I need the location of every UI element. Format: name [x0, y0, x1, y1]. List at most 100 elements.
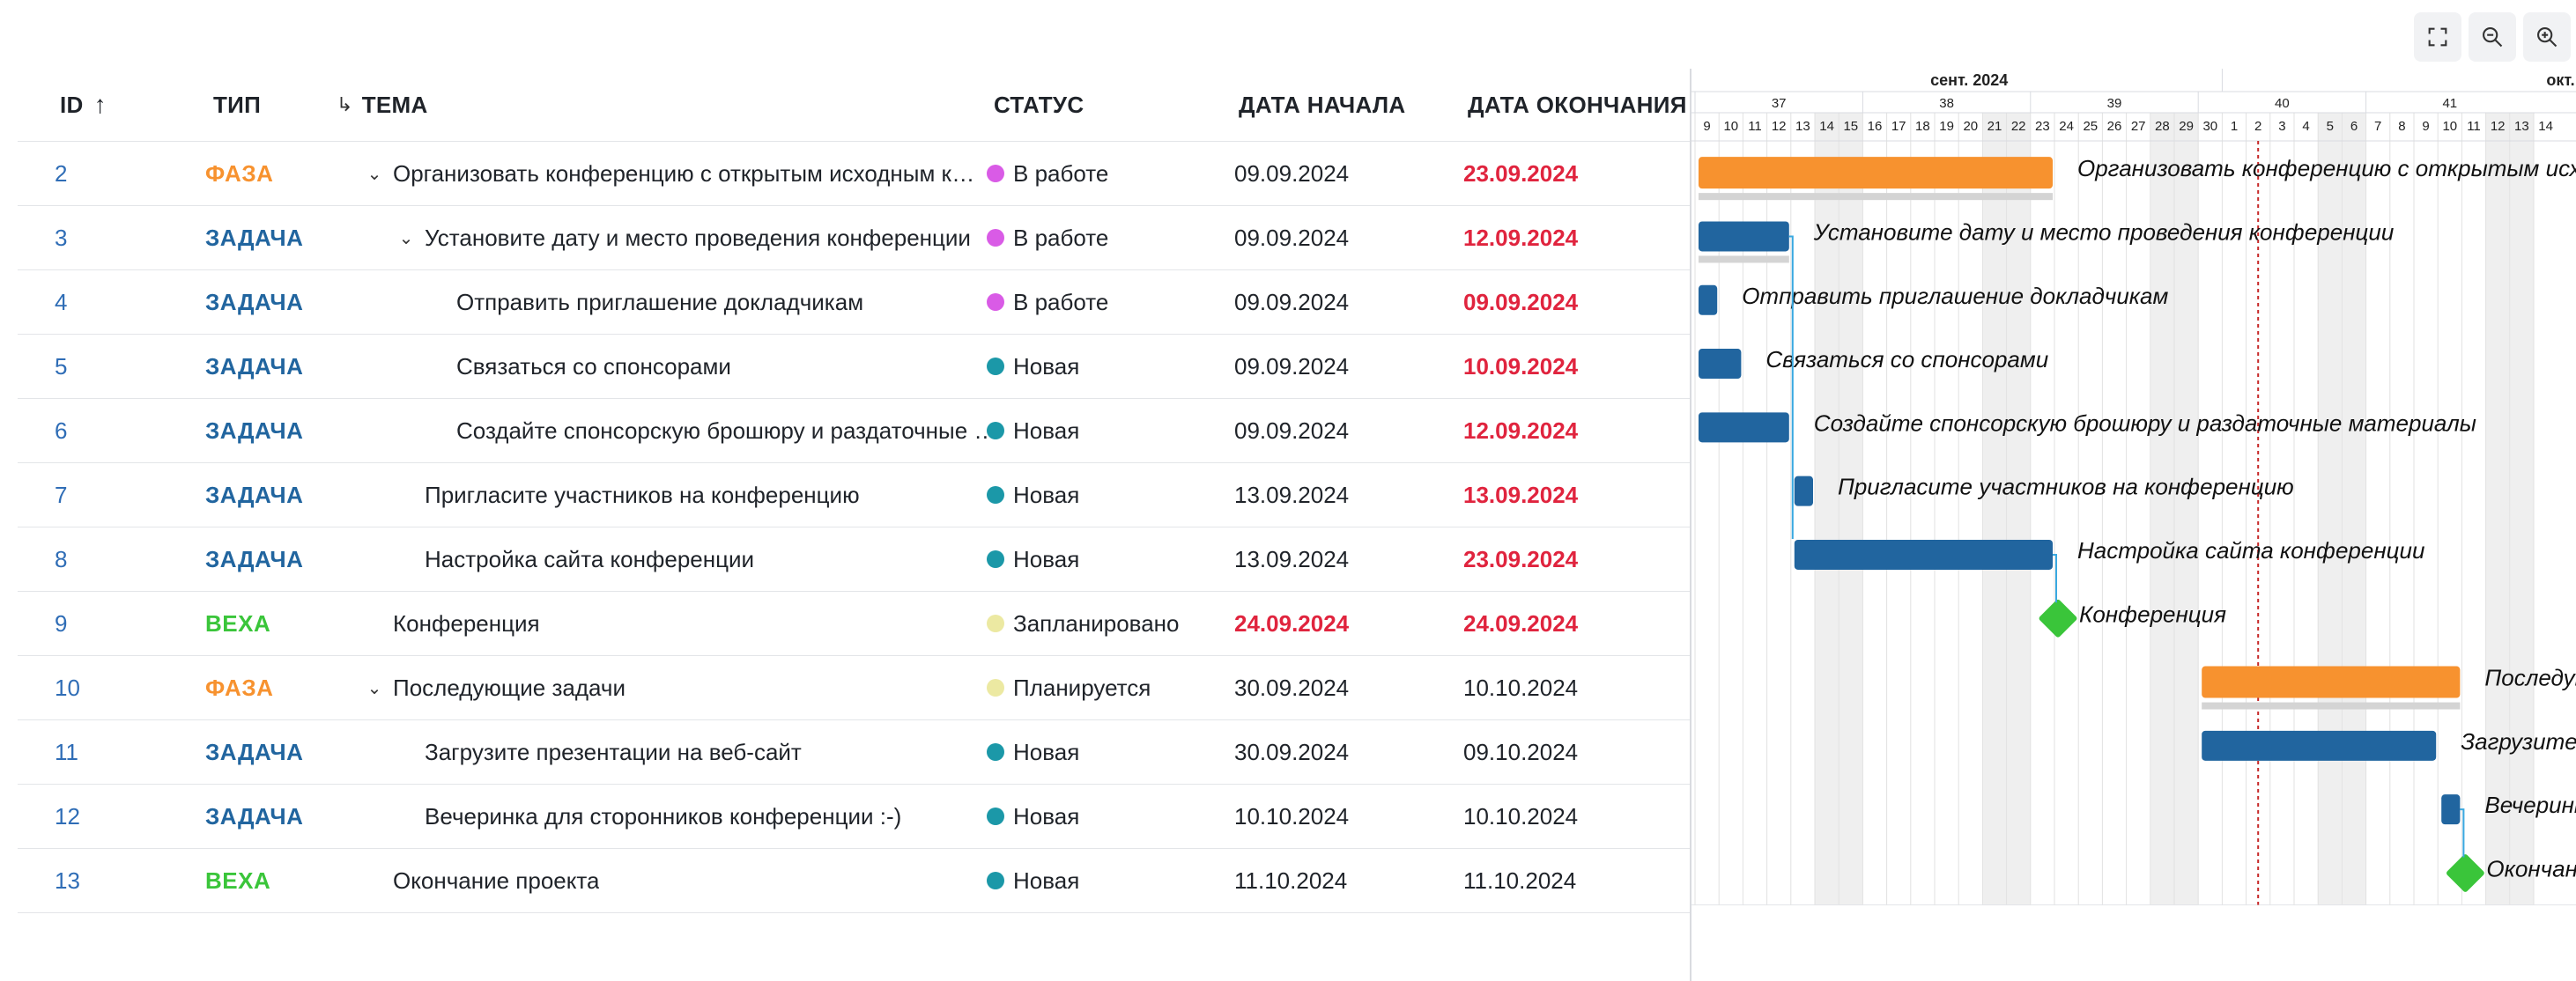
task-status[interactable]: Новая — [987, 785, 1079, 848]
task-title[interactable]: Создайте спонсорскую брошюру и раздаточн… — [361, 399, 1050, 462]
task-end-date[interactable]: 12.09.2024 — [1463, 224, 1579, 251]
task-title[interactable]: Вечеринка для сторонников конференции :-… — [361, 785, 1018, 848]
task-id[interactable]: 3 — [55, 224, 68, 251]
task-type: ЗАДАЧА — [205, 481, 304, 508]
task-id[interactable]: 4 — [55, 288, 68, 315]
column-header-title[interactable]: ↳ ТЕМА — [337, 91, 428, 118]
dependency-line — [2460, 808, 2465, 858]
status-dot-icon — [987, 679, 1004, 697]
week-number: 38 — [1939, 96, 1954, 111]
table-row[interactable]: 4 ЗАДАЧА Отправить приглашение докладчик… — [18, 269, 1691, 334]
table-row[interactable]: 7 ЗАДАЧА Пригласите участников на конфер… — [18, 462, 1691, 527]
task-id[interactable]: 11 — [55, 738, 78, 765]
day-label: 17 — [1891, 119, 1906, 134]
task-title[interactable]: Пригласите участников на конференцию — [361, 463, 1018, 527]
task-id[interactable]: 10 — [55, 674, 80, 701]
task-end-date[interactable]: 23.09.2024 — [1463, 159, 1579, 187]
task-title[interactable]: Связаться со спонсорами — [361, 335, 1050, 398]
task-id[interactable]: 9 — [55, 609, 68, 637]
table-row[interactable]: 13 ВЕХА Окончание проекта Новая 11.10.20… — [18, 848, 1691, 913]
status-dot-icon — [987, 486, 1004, 504]
zoom-in-button[interactable] — [2523, 12, 2571, 62]
task-title-text: Загрузите презентации на веб-сайт — [425, 738, 802, 765]
task-end-date[interactable]: 10.09.2024 — [1463, 352, 1579, 380]
task-start-date[interactable]: 30.09.2024 — [1234, 674, 1350, 701]
task-status[interactable]: В работе — [987, 142, 1108, 205]
task-end-date[interactable]: 09.10.2024 — [1463, 738, 1579, 765]
column-header-end[interactable]: ДАТА ОКОНЧАНИЯ — [1468, 91, 1687, 118]
table-row[interactable]: 12 ЗАДАЧА Вечеринка для сторонников конф… — [18, 784, 1691, 848]
task-start-date[interactable]: 13.09.2024 — [1234, 545, 1350, 572]
table-row[interactable]: 2 ФАЗА ⌄ Организовать конференцию с откры… — [18, 141, 1691, 205]
task-end-date[interactable]: 23.09.2024 — [1463, 545, 1579, 572]
column-header-type[interactable]: ТИП — [213, 91, 262, 118]
task-status[interactable]: Новая — [987, 335, 1079, 398]
column-header-id[interactable]: ID ↑ — [60, 91, 107, 118]
task-status[interactable]: Планируется — [987, 656, 1151, 719]
task-start-date[interactable]: 09.09.2024 — [1234, 159, 1350, 187]
task-status[interactable]: В работе — [987, 206, 1108, 269]
task-title[interactable]: Загрузите презентации на веб-сайт — [361, 720, 1018, 784]
task-start-date[interactable]: 10.10.2024 — [1234, 802, 1350, 830]
task-status[interactable]: Новая — [987, 720, 1079, 784]
weekend-shade — [2342, 113, 2366, 905]
task-status[interactable]: Новая — [987, 399, 1079, 462]
task-title[interactable]: ⌄ Организовать конференцию с открытым исх… — [361, 142, 987, 205]
task-start-date[interactable]: 24.09.2024 — [1234, 609, 1350, 637]
task-start-date[interactable]: 30.09.2024 — [1234, 738, 1350, 765]
task-id[interactable]: 13 — [55, 867, 80, 894]
table-row[interactable]: 11 ЗАДАЧА Загрузите презентации на веб-с… — [18, 719, 1691, 784]
task-end-date[interactable]: 10.10.2024 — [1463, 674, 1579, 701]
task-id[interactable]: 5 — [55, 352, 68, 380]
task-start-date[interactable]: 09.09.2024 — [1234, 224, 1350, 251]
day-label: 21 — [1988, 119, 2002, 134]
column-header-start[interactable]: ДАТА НАЧАЛА — [1239, 91, 1406, 118]
task-id[interactable]: 7 — [55, 481, 68, 508]
fullscreen-button[interactable] — [2414, 12, 2461, 62]
task-title[interactable]: ⌄ Установите дату и место проведения конф… — [361, 206, 1018, 269]
task-id[interactable]: 6 — [55, 417, 68, 444]
task-title[interactable]: Окончание проекта — [361, 849, 987, 912]
task-start-date[interactable]: 09.09.2024 — [1234, 288, 1350, 315]
task-title[interactable]: Настройка сайта конференции — [361, 527, 1018, 591]
task-title-text: Организовать конференцию с открытым исхо… — [393, 159, 987, 187]
task-end-date[interactable]: 11.10.2024 — [1463, 867, 1577, 894]
task-start-date[interactable]: 09.09.2024 — [1234, 417, 1350, 444]
task-status[interactable]: В работе — [987, 270, 1108, 334]
task-title[interactable]: Конференция — [361, 592, 987, 655]
phase-bar — [1699, 157, 2053, 189]
table-row[interactable]: 10 ФАЗА ⌄ Последующие задачи Планируется … — [18, 655, 1691, 719]
task-status[interactable]: Новая — [987, 527, 1079, 591]
collapse-chevron-icon[interactable]: ⌄ — [366, 164, 382, 184]
table-row[interactable]: 6 ЗАДАЧА Создайте спонсорскую брошюру и … — [18, 398, 1691, 462]
task-title[interactable]: Отправить приглашение докладчикам — [361, 270, 1050, 334]
table-row[interactable]: 8 ЗАДАЧА Настройка сайта конференции Нов… — [18, 527, 1691, 591]
task-end-date[interactable]: 12.09.2024 — [1463, 417, 1579, 444]
task-type: ЗАДАЧА — [205, 352, 304, 380]
table-row[interactable]: 9 ВЕХА Конференция Запланировано 24.09.2… — [18, 591, 1691, 655]
task-type: ФАЗА — [205, 674, 274, 701]
task-end-date[interactable]: 10.10.2024 — [1463, 802, 1579, 830]
task-status[interactable]: Новая — [987, 849, 1079, 912]
column-header-status[interactable]: СТАТУС — [994, 91, 1084, 118]
task-end-date[interactable]: 24.09.2024 — [1463, 609, 1579, 637]
table-row[interactable]: 5 ЗАДАЧА Связаться со спонсорами Новая 0… — [18, 334, 1691, 398]
sort-ascending-icon[interactable]: ↑ — [93, 91, 107, 118]
task-id[interactable]: 2 — [55, 159, 68, 187]
task-start-date[interactable]: 13.09.2024 — [1234, 481, 1350, 508]
task-id[interactable]: 12 — [55, 802, 80, 830]
collapse-chevron-icon[interactable]: ⌄ — [398, 228, 414, 248]
task-start-date[interactable]: 09.09.2024 — [1234, 352, 1350, 380]
task-start-date[interactable]: 11.10.2024 — [1234, 867, 1348, 894]
day-label: 19 — [1939, 119, 1954, 134]
task-id[interactable]: 8 — [55, 545, 68, 572]
task-status[interactable]: Новая — [987, 463, 1079, 527]
task-title[interactable]: ⌄ Последующие задачи — [361, 656, 987, 719]
task-status[interactable]: Запланировано — [987, 592, 1179, 655]
table-row[interactable]: 3 ЗАДАЧА ⌄ Установите дату и место провед… — [18, 205, 1691, 269]
task-end-date[interactable]: 09.09.2024 — [1463, 288, 1579, 315]
task-type: ЗАДАЧА — [205, 417, 304, 444]
task-end-date[interactable]: 13.09.2024 — [1463, 481, 1579, 508]
zoom-out-button[interactable] — [2469, 12, 2516, 62]
collapse-chevron-icon[interactable]: ⌄ — [366, 678, 382, 698]
